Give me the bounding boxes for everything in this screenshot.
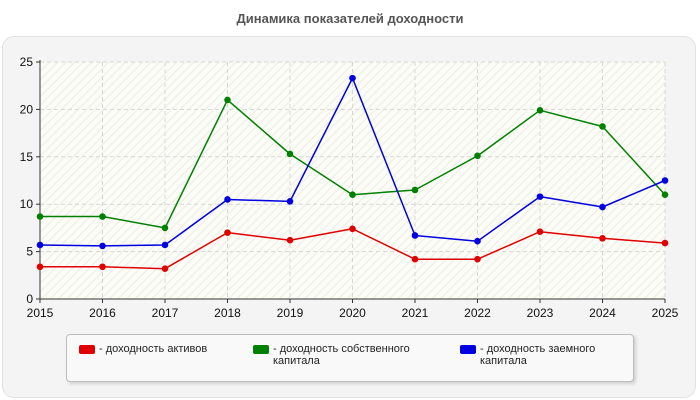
data-point[interactable]	[99, 242, 106, 250]
legend-swatch-equity	[253, 345, 269, 354]
y-tick-label: 10	[20, 197, 34, 211]
data-point[interactable]	[36, 213, 44, 220]
data-point[interactable]	[286, 198, 294, 205]
data-point[interactable]	[474, 237, 481, 245]
y-tick-label: 20	[20, 102, 34, 116]
legend-swatch-debt	[460, 345, 476, 354]
axes	[36, 60, 666, 303]
data-point[interactable]	[599, 235, 606, 242]
data-point[interactable]	[599, 123, 606, 130]
legend-label-assets: - доходность активов	[99, 343, 208, 355]
data-point[interactable]	[36, 241, 44, 249]
data-point[interactable]	[286, 236, 294, 244]
data-point[interactable]	[411, 232, 419, 239]
x-tick-label: 2022	[464, 306, 491, 320]
data-point[interactable]	[536, 107, 544, 114]
data-point[interactable]	[224, 229, 231, 236]
data-point[interactable]	[286, 150, 294, 158]
legend-label-debt: - доходность заемного капитала	[480, 343, 596, 367]
data-point[interactable]	[99, 263, 106, 271]
data-point[interactable]	[161, 224, 169, 232]
legend-item-debt: - доходность заемного капитала	[460, 343, 630, 367]
legend-label-equity: - доходность собственного капитала	[273, 343, 410, 367]
data-point[interactable]	[349, 191, 356, 199]
data-point[interactable]	[661, 177, 669, 184]
legend-item-equity: - доходность собственного капитала	[253, 343, 443, 367]
series-0	[36, 225, 669, 272]
data-point[interactable]	[474, 152, 481, 160]
y-tick-label: 25	[20, 55, 34, 69]
chart-title: Динамика показателей доходности	[236, 11, 464, 26]
x-tick-label: 2024	[589, 306, 616, 320]
data-point[interactable]	[224, 96, 231, 104]
x-tick-label: 2019	[277, 306, 304, 320]
y-tick-label: 15	[20, 150, 34, 164]
data-point[interactable]	[224, 196, 231, 203]
data-point[interactable]	[161, 265, 169, 272]
legend-item-assets: - доходность активов	[79, 343, 249, 355]
data-point[interactable]	[536, 193, 544, 200]
legend-swatch-assets	[79, 345, 95, 354]
data-point[interactable]	[661, 191, 669, 199]
series-1	[36, 96, 669, 232]
x-tick-label: 2020	[339, 306, 366, 320]
x-tick-label: 2018	[214, 306, 241, 320]
data-point[interactable]	[411, 255, 419, 263]
data-point[interactable]	[36, 263, 44, 271]
data-point[interactable]	[349, 74, 356, 82]
series-layer	[36, 74, 669, 272]
data-point[interactable]	[599, 203, 606, 211]
x-tick-label: 2017	[152, 306, 179, 320]
series-2	[36, 74, 669, 250]
x-tick-label: 2025	[652, 306, 679, 320]
x-tick-label: 2015	[27, 306, 54, 320]
data-point[interactable]	[411, 186, 419, 194]
data-point[interactable]	[99, 213, 106, 220]
y-tick-label: 0	[26, 292, 33, 306]
x-tick-label: 2023	[527, 306, 554, 320]
y-tick-label: 5	[26, 245, 33, 259]
x-tick-label: 2016	[89, 306, 116, 320]
x-tick-label: 2021	[402, 306, 429, 320]
data-point[interactable]	[349, 225, 356, 233]
data-point[interactable]	[161, 241, 169, 249]
data-point[interactable]	[661, 239, 669, 247]
data-point[interactable]	[536, 228, 544, 235]
grid	[40, 61, 666, 299]
legend: - доходность активов - доходность собств…	[66, 334, 634, 382]
data-point[interactable]	[474, 255, 481, 263]
